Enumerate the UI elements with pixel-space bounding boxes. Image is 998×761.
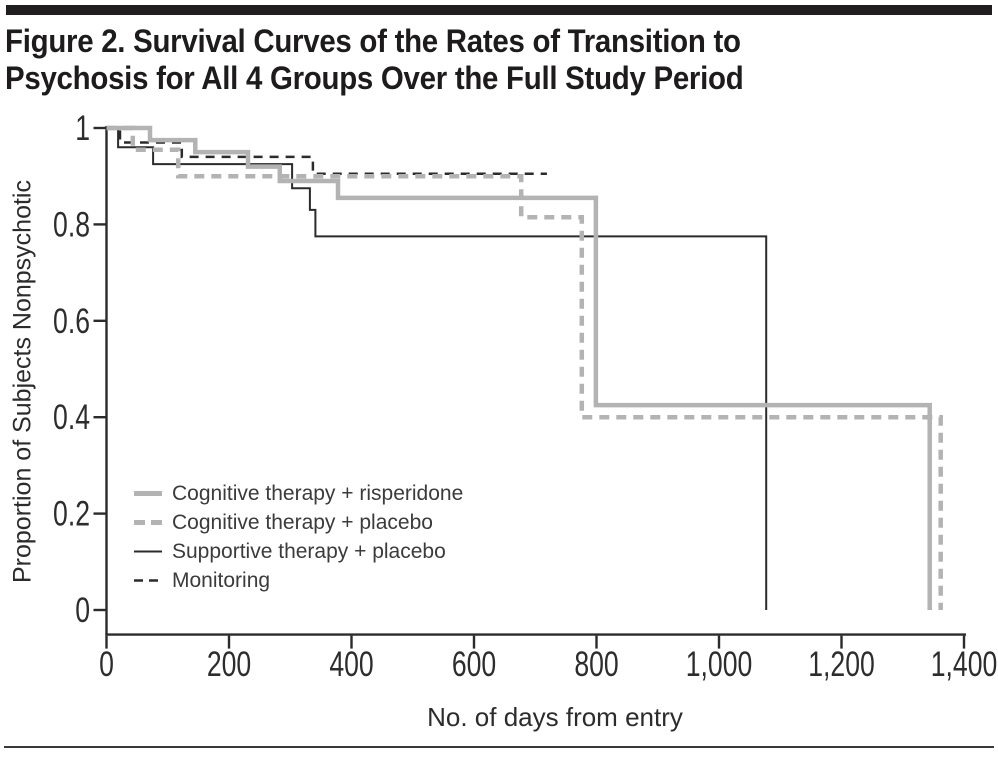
x-axis-tick-labels: 0 200 400 600 800 1,000 1,200 1,400 <box>99 644 997 683</box>
top-rule <box>6 5 992 15</box>
legend-swatch-dashed-line-icon <box>134 520 162 525</box>
legend-label: Monitoring <box>172 568 271 592</box>
series-monitoring <box>106 126 547 176</box>
y-tick-label: 0.8 <box>53 205 90 244</box>
y-tick-label: 0 <box>75 590 90 629</box>
x-axis-label: No. of days from entry <box>427 702 683 732</box>
y-tick-label: 0.4 <box>53 398 90 437</box>
x-tick-label: 400 <box>329 644 373 683</box>
legend-label: Supportive therapy + placebo <box>172 539 446 563</box>
x-tick-label: 1,000 <box>686 644 753 683</box>
figure-title-line2: Psychosis for All 4 Groups Over the Full… <box>5 60 744 96</box>
figure-title-line1: Figure 2. Survival Curves of the Rates o… <box>5 23 741 59</box>
x-tick-label: 600 <box>452 644 496 683</box>
series-cognitive-therapy-placebo <box>106 125 943 610</box>
x-tick-label: 1,200 <box>808 644 875 683</box>
series-supportive-therapy-placebo <box>106 127 768 610</box>
legend-item: Supportive therapy + placebo <box>133 537 463 566</box>
y-tick-label: 0.6 <box>53 301 90 340</box>
y-tick-label: 0.2 <box>53 494 90 533</box>
y-tick-label: 1 <box>75 108 90 147</box>
legend: Cognitive therapy + risperidone Cognitive… <box>133 479 463 595</box>
x-axis-ticks <box>105 635 966 649</box>
legend-item: Cognitive therapy + risperidone <box>133 479 463 508</box>
x-tick-label: 1,400 <box>931 644 998 683</box>
legend-swatch-solid-line-icon <box>134 491 162 496</box>
legend-swatch-solid-line-icon <box>134 550 162 553</box>
x-tick-label: 800 <box>574 644 618 683</box>
x-tick-label: 200 <box>207 644 251 683</box>
bottom-rule <box>4 746 994 748</box>
y-axis-tick-labels: 1 0.8 0.6 0.4 0.2 0 <box>53 108 90 629</box>
figure-title: Figure 2. Survival Curves of the Rates o… <box>5 23 744 97</box>
legend-item: Cognitive therapy + placebo <box>133 508 463 537</box>
legend-item: Monitoring <box>133 566 463 595</box>
y-axis-ticks <box>93 126 106 612</box>
x-tick-label: 0 <box>99 644 114 683</box>
axes <box>105 126 966 636</box>
legend-label: Cognitive therapy + placebo <box>172 510 433 534</box>
legend-swatch-dashed-line-icon <box>134 579 162 582</box>
series-cognitive-therapy-risperidone <box>106 125 932 610</box>
legend-label: Cognitive therapy + risperidone <box>172 481 464 505</box>
